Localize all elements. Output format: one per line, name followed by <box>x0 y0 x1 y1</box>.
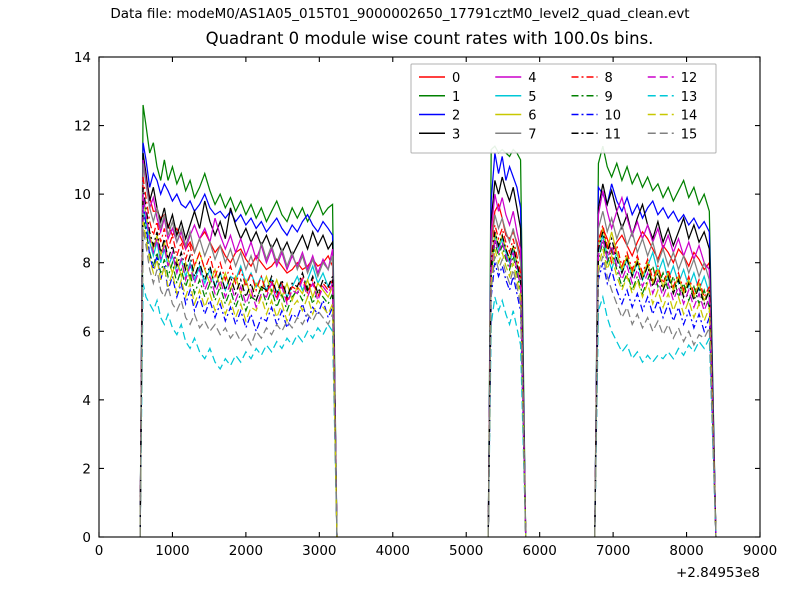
series-line-11 <box>487 231 527 538</box>
series-line-14 <box>139 221 338 538</box>
series-line-10 <box>594 262 717 538</box>
series-line-13 <box>594 294 717 538</box>
x-tick-label: 3000 <box>302 543 336 559</box>
series-line-9 <box>487 241 527 538</box>
legend-label-7[interactable]: 7 <box>528 127 536 142</box>
x-tick-label: 4000 <box>376 543 410 559</box>
x-tick-label: 9000 <box>743 543 777 559</box>
series-line-2 <box>487 152 527 538</box>
series-line-7 <box>139 163 338 538</box>
x-tick-label: 5000 <box>449 543 483 559</box>
y-tick-label: 12 <box>74 119 91 135</box>
legend-label-1[interactable]: 1 <box>452 90 460 105</box>
series-line-3 <box>139 152 338 538</box>
series-line-15 <box>487 255 527 538</box>
series-line-8 <box>487 224 527 538</box>
x-tick-label: 8000 <box>669 543 703 559</box>
chart-legend[interactable]: 0 4 8 121 5 9 132 6 10 143 7 11 15 <box>410 63 717 154</box>
series-line-8 <box>139 176 338 538</box>
series-line-12 <box>487 238 527 538</box>
axes-frame <box>98 56 761 538</box>
legend-label-6[interactable]: 6 <box>528 109 536 124</box>
x-tick-label: 7000 <box>596 543 630 559</box>
series-line-11 <box>139 187 338 538</box>
y-tick-label: 0 <box>82 530 91 546</box>
figure-suptitle: Data file: modeM0/AS1A05_015T01_90000026… <box>110 6 690 22</box>
legend-label-14[interactable]: 14 <box>681 109 698 124</box>
series-line-3 <box>487 176 527 538</box>
axes-layer <box>98 56 761 538</box>
y-tick-label: 14 <box>74 50 91 66</box>
legend-frame <box>410 63 717 154</box>
x-tick-label: 2000 <box>229 543 263 559</box>
series-line-1 <box>594 145 717 538</box>
legend-label-8[interactable]: 8 <box>605 71 613 86</box>
series-line-9 <box>594 241 717 538</box>
legend-label-13[interactable]: 13 <box>681 90 698 105</box>
series-line-10 <box>487 262 527 538</box>
y-tick-label: 2 <box>82 461 91 477</box>
series-line-10 <box>139 204 338 538</box>
x-tick-label: 1000 <box>155 543 189 559</box>
series-line-5 <box>139 207 338 538</box>
series-line-15 <box>594 255 717 538</box>
series-line-3 <box>594 183 717 538</box>
legend-label-9[interactable]: 9 <box>605 90 613 105</box>
series-line-4 <box>139 159 338 538</box>
series-line-14 <box>487 248 527 538</box>
legend-label-15[interactable]: 15 <box>681 127 698 142</box>
legend-label-0[interactable]: 0 <box>452 71 460 86</box>
series-line-0 <box>594 226 717 538</box>
series-line-4 <box>487 194 527 538</box>
series-line-15 <box>139 228 338 538</box>
series-line-12 <box>139 194 338 538</box>
ticks-layer: 0 1000 2000 3000 4000 5000 6000 7000 8000 9000 0 2 4… <box>74 50 777 581</box>
y-tick-label: 6 <box>82 324 91 340</box>
series-line-6 <box>594 228 717 538</box>
legend-label-4[interactable]: 4 <box>528 71 536 86</box>
series-line-13 <box>139 283 338 538</box>
y-tick-label: 10 <box>74 187 91 203</box>
series-line-7 <box>594 211 717 538</box>
legend-label-5[interactable]: 5 <box>528 90 536 105</box>
series-line-8 <box>594 224 717 538</box>
series-line-2 <box>139 142 338 538</box>
series-line-14 <box>594 248 717 538</box>
series-line-12 <box>594 238 717 538</box>
series-line-2 <box>594 183 717 538</box>
legend-label-11[interactable]: 11 <box>605 127 622 142</box>
series-line-9 <box>139 214 338 538</box>
chart-title: Quadrant 0 module wise count rates with … <box>205 29 654 48</box>
legend-label-12[interactable]: 12 <box>681 71 698 86</box>
legend-label-10[interactable]: 10 <box>605 109 622 124</box>
series-layer <box>139 104 717 538</box>
y-tick-label: 4 <box>82 393 91 409</box>
series-line-1 <box>139 104 338 538</box>
series-line-11 <box>594 231 717 538</box>
legend-label-2[interactable]: 2 <box>452 109 460 124</box>
x-tick-label: 0 <box>95 543 104 559</box>
y-tick-label: 8 <box>82 256 91 272</box>
x-axis-offset-label: +2.84953e8 <box>676 565 760 581</box>
legend-label-3[interactable]: 3 <box>452 127 460 142</box>
series-line-7 <box>487 214 527 538</box>
x-tick-label: 6000 <box>522 543 556 559</box>
series-line-13 <box>487 296 527 538</box>
